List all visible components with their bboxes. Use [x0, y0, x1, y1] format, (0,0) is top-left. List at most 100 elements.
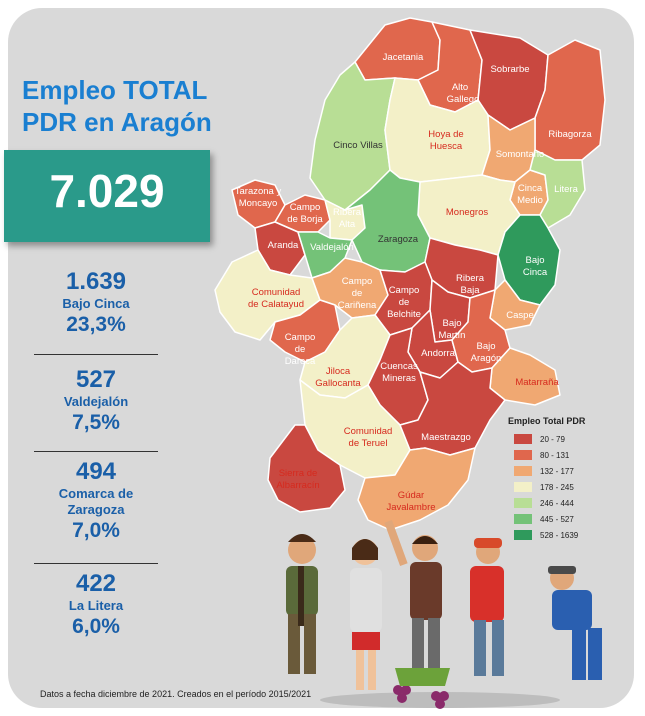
legend-label: 445 - 527: [540, 515, 574, 524]
svg-text:Belchite: Belchite: [387, 309, 421, 320]
region-sierra-de-albarracin: [267, 424, 346, 513]
svg-text:Gallocanta: Gallocanta: [315, 378, 361, 389]
man-waving-figure: [384, 520, 442, 680]
stat-name: Comarca de Zaragoza: [58, 486, 134, 517]
legend-swatch: [514, 482, 532, 492]
svg-text:Zaragoza: Zaragoza: [378, 234, 419, 245]
legend-label: 132 - 177: [540, 467, 574, 476]
svg-text:de Borja: de Borja: [287, 214, 323, 225]
legend-swatch: [514, 434, 532, 444]
svg-text:Sobrarbe: Sobrarbe: [490, 64, 529, 75]
map-legend: Empleo Total PDR 20 - 79 80 - 131 132 - 17…: [508, 416, 586, 540]
svg-text:Alto: Alto: [452, 82, 468, 93]
label-caspe: Caspe: [506, 310, 533, 321]
svg-text:Ribagorza: Ribagorza: [548, 129, 592, 140]
svg-text:Litera: Litera: [554, 184, 578, 195]
region-labels: Jacetania Alto Gallego Sobrarbe Ribagorz…: [235, 52, 593, 513]
svg-text:Comunidad: Comunidad: [252, 287, 301, 298]
divider: [34, 451, 158, 452]
svg-text:Maestrazgo: Maestrazgo: [421, 432, 471, 443]
label-maestrazgo: Maestrazgo: [421, 432, 471, 443]
hiker-figure: [470, 538, 504, 676]
svg-text:de Teruel: de Teruel: [349, 438, 388, 449]
region-jacetania: [354, 17, 441, 81]
label-ribagorza: Ribagorza: [548, 129, 592, 140]
legend-label: 528 - 1639: [540, 531, 579, 540]
svg-text:Matarraña: Matarraña: [515, 377, 559, 388]
svg-text:Gúdar: Gúdar: [398, 490, 424, 501]
svg-text:Comunidad: Comunidad: [344, 426, 393, 437]
svg-text:Monegros: Monegros: [446, 207, 488, 218]
svg-text:Cinca: Cinca: [518, 183, 543, 194]
region-maestrazgo: [399, 361, 506, 456]
stat-value: 1.639: [65, 268, 127, 295]
svg-text:Gallego: Gallego: [447, 94, 480, 105]
svg-text:Campo: Campo: [290, 202, 321, 213]
svg-text:Cinco Villas: Cinco Villas: [333, 140, 383, 151]
svg-text:Hoya de: Hoya de: [428, 129, 463, 140]
svg-text:Bajo: Bajo: [442, 318, 461, 329]
svg-text:Tarazona y: Tarazona y: [235, 186, 282, 197]
label-sobrarbe: Sobrarbe: [490, 64, 529, 75]
legend-swatch: [514, 530, 532, 540]
svg-text:Alta: Alta: [339, 219, 356, 230]
svg-text:Andorra: Andorra: [421, 348, 456, 359]
stat-percent: 7,5%: [72, 411, 120, 434]
svg-text:Javalambre: Javalambre: [386, 502, 435, 513]
legend-swatch: [514, 498, 532, 508]
svg-text:Jacetania: Jacetania: [383, 52, 424, 63]
svg-text:de: de: [352, 288, 363, 299]
svg-text:Cuencas: Cuencas: [380, 361, 418, 372]
label-jiloca: Jiloca: [326, 366, 351, 377]
label-gallocanta: Gallocanta: [315, 378, 361, 389]
legend-swatch: [514, 466, 532, 476]
stat-value: 494: [75, 458, 117, 485]
woman-figure: [350, 539, 382, 690]
grapes-icon: [393, 668, 450, 709]
svg-text:Ribera: Ribera: [333, 207, 362, 218]
stat-comarca-zaragoza: 494 Comarca de Zaragoza 7,0%: [34, 458, 158, 544]
svg-text:Campo: Campo: [389, 285, 420, 296]
svg-text:de: de: [399, 297, 410, 308]
label-jacetania: Jacetania: [383, 52, 424, 63]
total-employment-value: 7.029: [49, 165, 165, 217]
svg-text:de: de: [295, 344, 306, 355]
svg-text:Bajo: Bajo: [525, 255, 544, 266]
stat-name: La Litera: [68, 598, 124, 613]
legend-label: 80 - 131: [540, 451, 570, 460]
svg-text:Medio: Medio: [517, 195, 543, 206]
legend-title: Empleo Total PDR: [508, 416, 586, 426]
title-line-1: Empleo TOTAL: [22, 75, 208, 105]
people-illustration: [286, 520, 602, 709]
svg-text:Bajo: Bajo: [476, 341, 495, 352]
label-litera: Litera: [554, 184, 578, 195]
svg-text:Cinca: Cinca: [523, 267, 548, 278]
svg-text:Ribera: Ribera: [456, 273, 485, 284]
label-andorra: Andorra: [421, 348, 456, 359]
legend-swatch: [514, 514, 532, 524]
label-somontano: Somontano: [496, 149, 545, 160]
label-monegros: Monegros: [446, 207, 488, 218]
svg-text:Moncayo: Moncayo: [239, 198, 278, 209]
farmer-figure: [548, 566, 602, 680]
label-cinco-villas: Cinco Villas: [333, 140, 383, 151]
svg-text:Cariñena: Cariñena: [338, 300, 377, 311]
svg-text:Valdejalón: Valdejalón: [310, 242, 354, 253]
stat-percent: 23,3%: [66, 313, 126, 336]
legend-label: 246 - 444: [540, 499, 574, 508]
title-line-2: PDR en Aragón: [22, 107, 212, 137]
svg-text:de Calatayud: de Calatayud: [248, 299, 304, 310]
page-title: Empleo TOTAL PDR en Aragón: [22, 74, 222, 138]
svg-text:Aragón: Aragón: [471, 353, 502, 364]
stat-bajo-cinca: 1.639 Bajo Cinca 23,3%: [34, 268, 158, 338]
label-zaragoza: Zaragoza: [378, 234, 419, 245]
svg-text:Albarracín: Albarracín: [276, 480, 319, 491]
stat-la-litera: 422 La Litera 6,0%: [34, 570, 158, 640]
divider: [34, 354, 158, 355]
svg-text:Mineras: Mineras: [382, 373, 416, 384]
stat-name: Valdejalón: [63, 394, 129, 409]
footer-note: Datos a fecha diciembre de 2021. Creados…: [40, 689, 312, 699]
stat-name: Bajo Cinca: [62, 296, 130, 311]
svg-text:Caspe: Caspe: [506, 310, 533, 321]
